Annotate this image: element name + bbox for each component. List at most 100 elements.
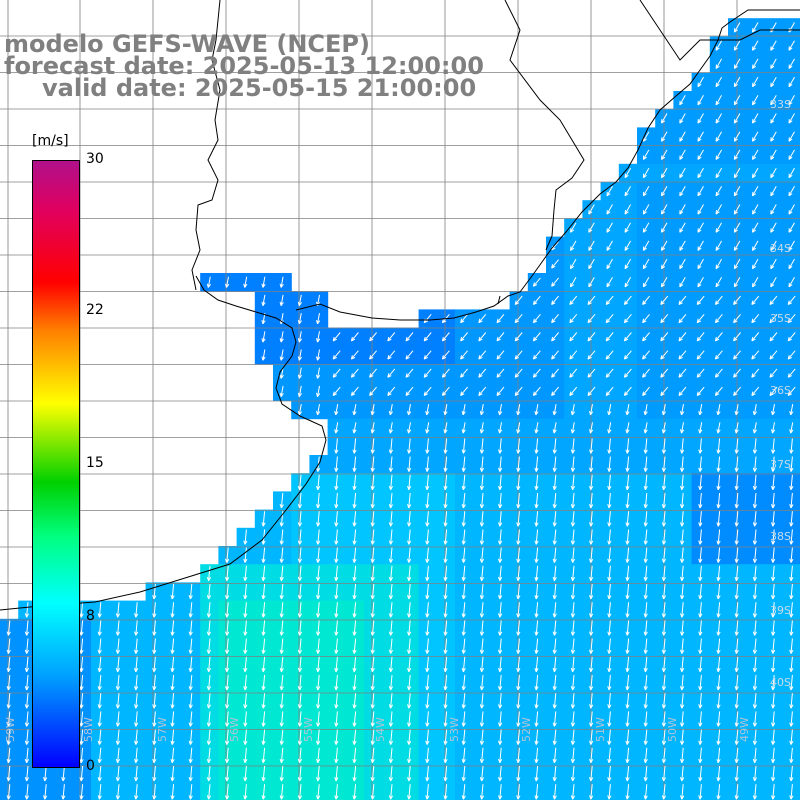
wind-arrow <box>516 547 521 563</box>
wind-arrow <box>661 547 667 563</box>
wind-arrow <box>697 113 704 124</box>
wind-arrow <box>642 368 650 378</box>
lat-label: 34S <box>770 242 791 255</box>
wind-arrow <box>332 332 341 342</box>
wind-arrow <box>552 422 557 434</box>
wind-arrow <box>588 204 595 215</box>
wind-arrow <box>443 565 448 582</box>
wind-arrow <box>696 313 705 324</box>
wind-arrow <box>643 583 648 600</box>
wind-arrow <box>352 422 357 434</box>
wind-arrow <box>387 332 396 342</box>
wind-arrow <box>352 547 357 563</box>
wind-arrow <box>623 368 632 378</box>
wind-arrow <box>387 368 396 378</box>
wind-arrow <box>570 422 576 434</box>
wind-arrow <box>552 456 557 472</box>
wind-arrow <box>751 368 760 378</box>
wind-arrow <box>698 547 703 563</box>
wind-arrow <box>661 277 668 288</box>
wind-arrow <box>423 332 432 342</box>
wind-arrow <box>752 40 759 51</box>
wind-arrow <box>460 332 468 342</box>
wind-arrow <box>461 583 466 600</box>
wind-arrow <box>405 332 414 342</box>
wind-arrow <box>788 40 795 51</box>
wind-arrow <box>642 222 650 233</box>
wind-arrow <box>425 438 430 454</box>
wind-arrow <box>661 222 668 233</box>
wind-arrow <box>479 583 485 600</box>
wind-arrow <box>752 186 759 197</box>
wind-arrow <box>551 277 559 287</box>
wind-arrow <box>679 186 686 197</box>
colorbar-tick-22: 22 <box>86 302 104 318</box>
wind-arrow <box>625 511 630 527</box>
wind-arrow <box>478 313 487 324</box>
wind-arrow <box>787 295 796 305</box>
wind-arrow <box>715 167 723 179</box>
wind-arrow <box>715 131 723 142</box>
wind-arrow <box>587 295 596 305</box>
wind-arrow <box>570 277 577 288</box>
wind-arrow <box>734 456 739 472</box>
wind-arrow <box>570 404 576 416</box>
wind-arrow <box>589 565 594 582</box>
wind-arrow <box>697 131 704 142</box>
wind-arrow <box>243 547 248 563</box>
lat-label: 35S <box>770 312 791 325</box>
wind-arrow <box>661 258 668 270</box>
wind-arrow <box>297 474 303 491</box>
wind-arrow <box>643 404 648 416</box>
wind-arrow <box>679 95 686 106</box>
wind-arrow <box>206 583 212 600</box>
wind-arrow <box>297 331 303 343</box>
wind-arrow <box>678 295 687 305</box>
wind-arrow <box>661 529 667 545</box>
wind-arrow <box>534 492 539 509</box>
wind-arrow <box>316 331 321 343</box>
wind-arrow <box>279 331 284 343</box>
wind-arrow <box>589 438 594 454</box>
wind-arrow <box>733 58 741 69</box>
wind-arrow <box>534 404 539 416</box>
wind-arrow <box>714 350 723 360</box>
wind-arrow <box>607 474 612 491</box>
wind-arrow <box>589 422 594 434</box>
wind-arrow <box>461 565 466 582</box>
wind-arrow <box>661 438 667 454</box>
wind-arrow <box>279 547 284 563</box>
wind-arrow <box>552 583 557 600</box>
wind-arrow <box>642 313 650 324</box>
wind-arrow <box>752 95 759 106</box>
wind-arrow <box>425 456 430 472</box>
wind-arrow <box>733 113 741 124</box>
wind-arrow <box>734 547 739 563</box>
wind-arrow <box>352 456 357 472</box>
wind-arrow <box>787 332 796 342</box>
lon-label: 51W <box>594 717 607 742</box>
wind-arrow <box>369 332 377 342</box>
wind-arrow <box>370 547 375 563</box>
wind-arrow <box>788 76 795 88</box>
wind-arrow <box>387 350 396 360</box>
wind-arrow <box>225 547 230 563</box>
wind-arrow <box>532 295 541 305</box>
wind-arrow <box>605 386 614 396</box>
wind-arrow <box>680 511 685 527</box>
wind-arrow <box>441 386 450 396</box>
wind-arrow <box>642 258 650 270</box>
wind-arrow <box>605 332 614 342</box>
wind-arrow <box>734 422 739 434</box>
wind-arrow <box>788 58 795 69</box>
wind-arrow <box>733 204 741 215</box>
wind-arrow <box>680 404 685 416</box>
wind-arrow <box>479 474 485 491</box>
wind-arrow <box>334 511 339 527</box>
wind-arrow <box>334 492 339 509</box>
wind-arrow <box>516 456 521 472</box>
wind-arrow <box>279 529 284 545</box>
wind-arrow <box>552 404 557 416</box>
wind-arrow <box>680 438 685 454</box>
wind-arrow <box>261 547 266 563</box>
